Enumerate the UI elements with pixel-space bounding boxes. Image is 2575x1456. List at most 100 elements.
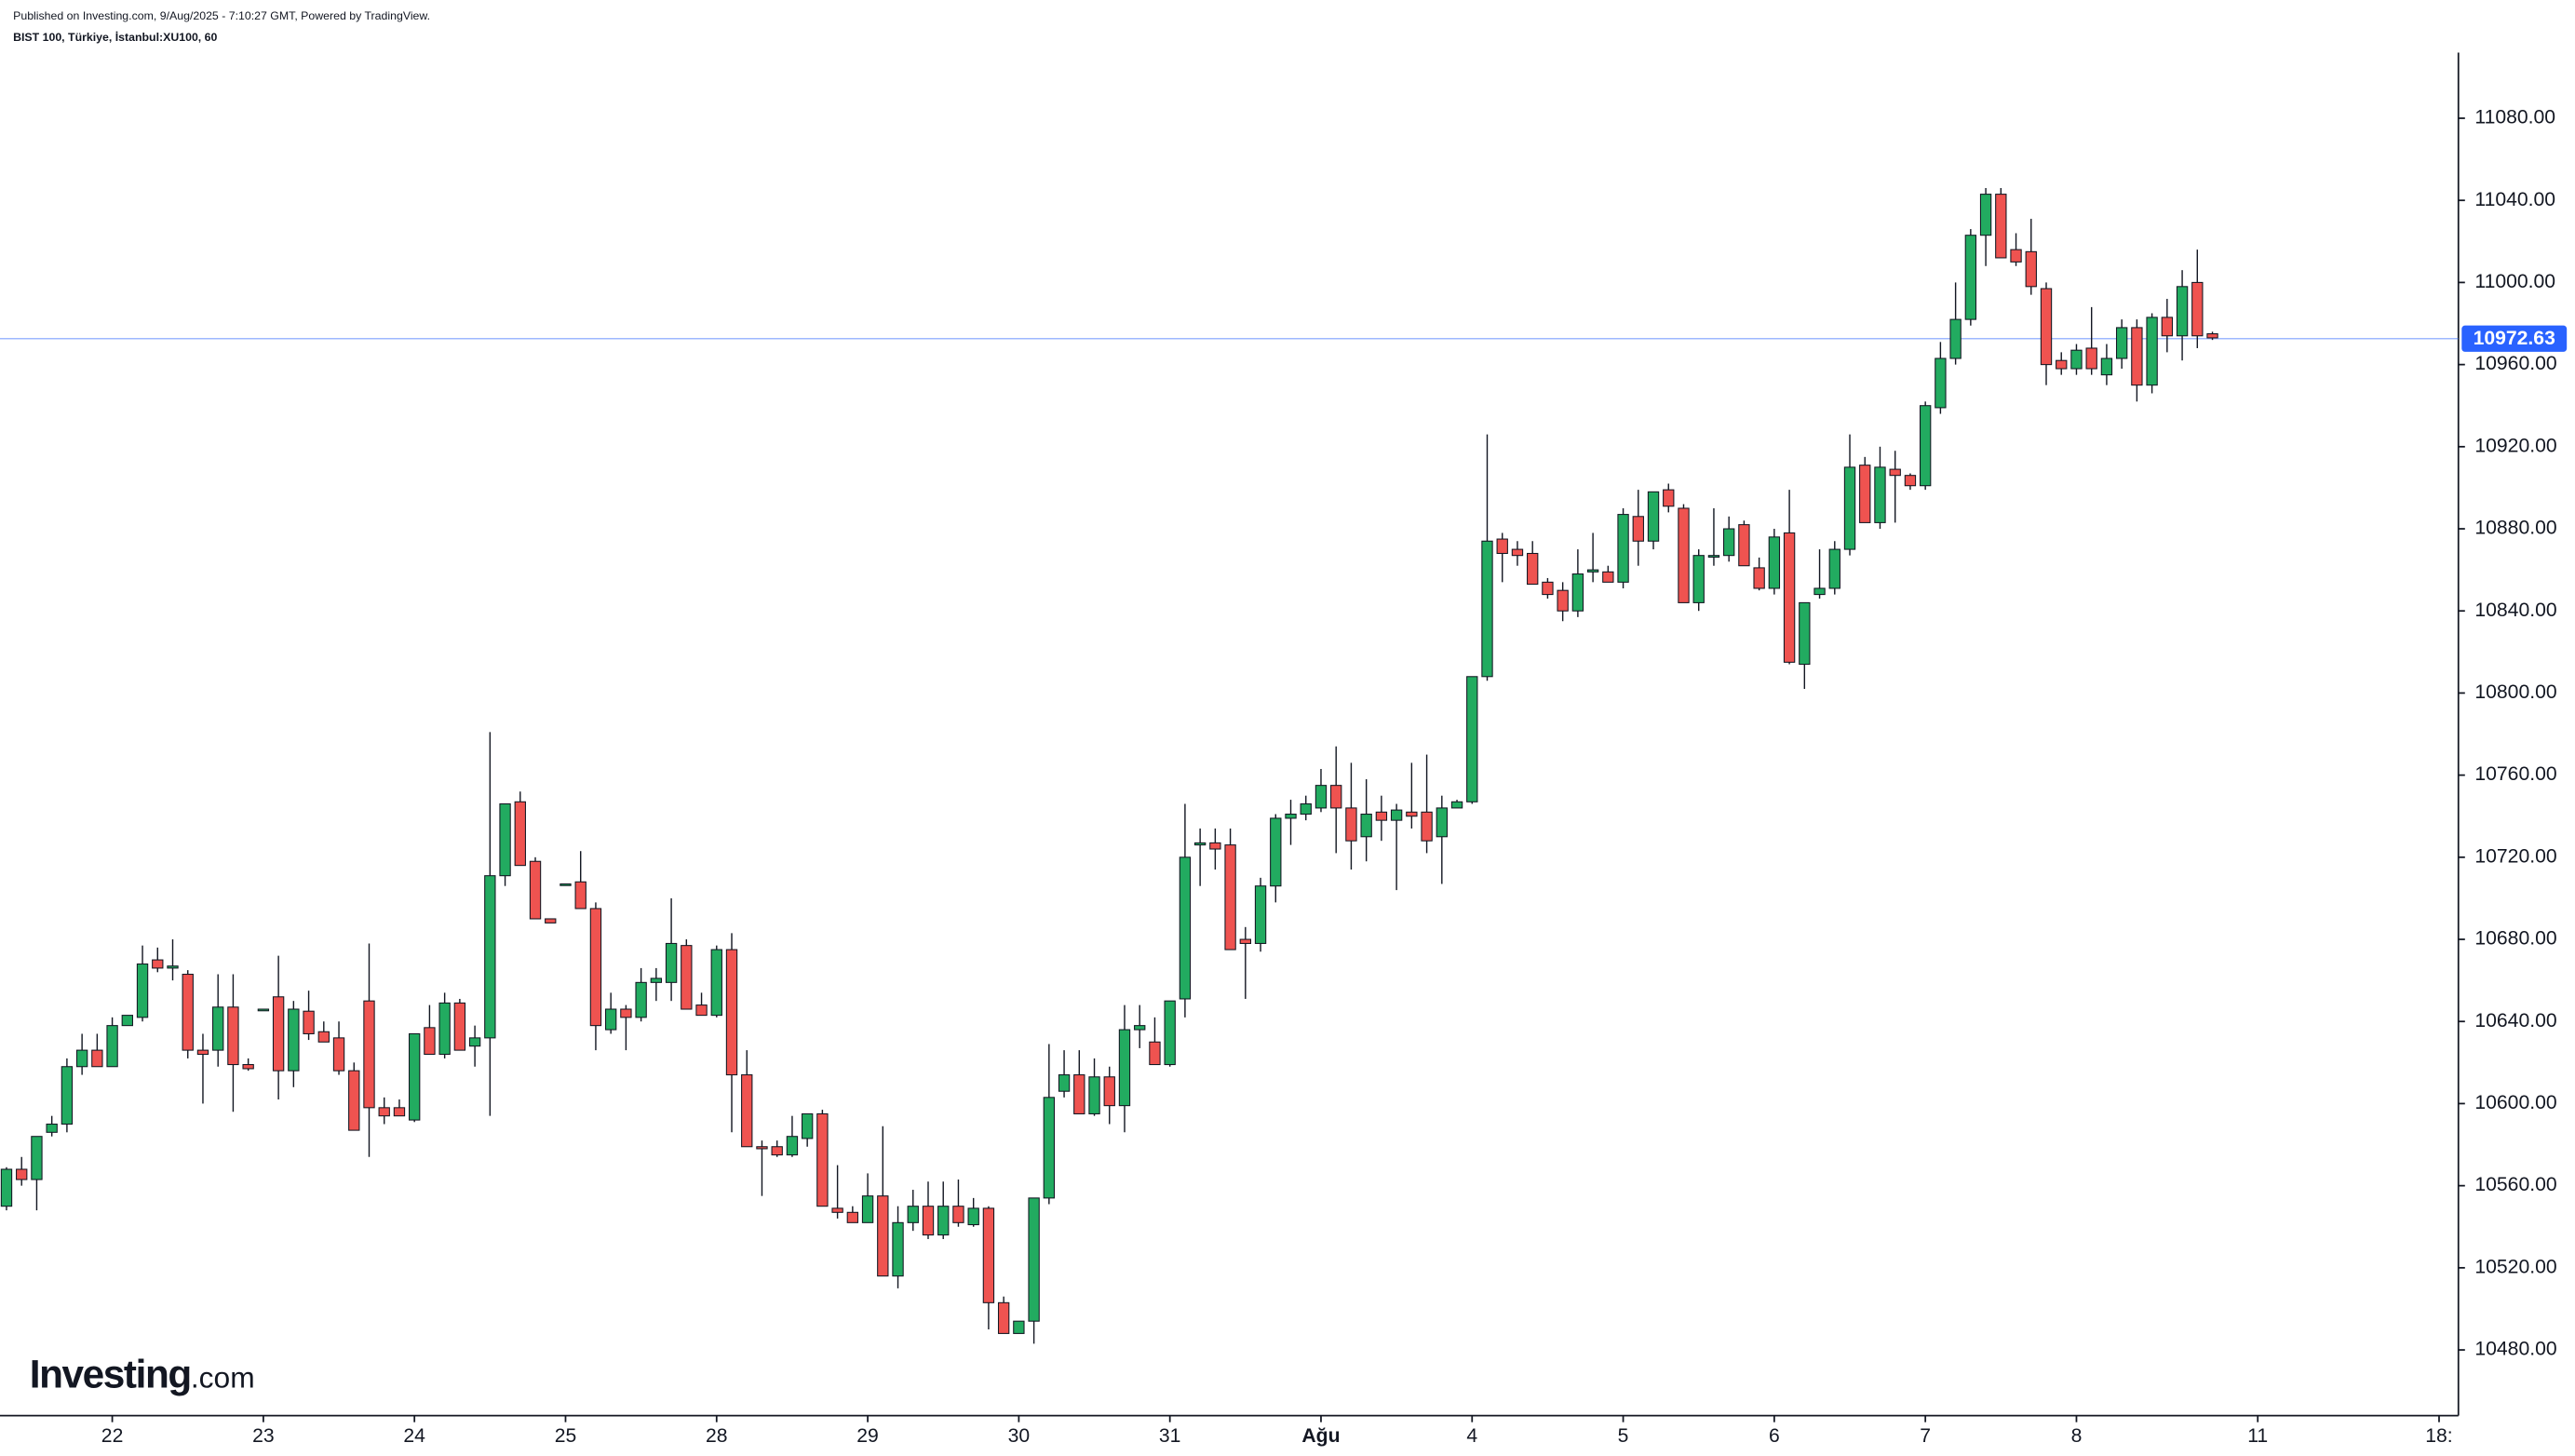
candle-body (332, 1037, 345, 1072)
x-tick-label: 31 (1159, 1425, 1181, 1447)
candle-body (1964, 235, 1977, 320)
candle-body (786, 1136, 799, 1156)
x-tick-label: 22 (101, 1425, 124, 1447)
candle-body (1783, 532, 1796, 663)
candle-body (1496, 538, 1508, 555)
y-tick-label: 10840.00 (2474, 600, 2556, 621)
y-tick-label: 10560.00 (2474, 1174, 2556, 1195)
candle-body (1632, 516, 1644, 542)
candle-body (559, 883, 572, 886)
candle-body (2056, 359, 2068, 370)
logo-suffix: .com (191, 1361, 255, 1395)
y-tick-label: 10920.00 (2474, 435, 2556, 456)
candle-body (468, 1037, 481, 1047)
candle-body (861, 1195, 874, 1223)
candle-body (182, 973, 194, 1051)
x-tick-label: 6 (1769, 1425, 1780, 1447)
candle-body (771, 1146, 783, 1156)
candle-body (967, 1207, 979, 1226)
candle-body (922, 1206, 935, 1236)
candle-body (2070, 349, 2083, 370)
candle-body (1768, 536, 1781, 589)
candle-body (892, 1221, 904, 1277)
candle-body (1164, 1000, 1176, 1066)
x-tick-label: 4 (1466, 1425, 1477, 1447)
candle-body (438, 1002, 451, 1056)
candle-body (1043, 1097, 1056, 1199)
candle-body (1571, 573, 1584, 612)
candle-body (16, 1168, 28, 1180)
candle-body (152, 959, 164, 969)
candle-body (937, 1206, 950, 1236)
candle-body (604, 1008, 617, 1031)
candle-body (91, 1049, 103, 1068)
candle-body (1511, 548, 1524, 557)
x-tick-label: 29 (856, 1425, 879, 1447)
candle-body (1874, 466, 1886, 523)
candle-body (1557, 589, 1569, 612)
candle-body (242, 1064, 254, 1070)
x-tick-label: 8 (2071, 1425, 2083, 1447)
candle-body (529, 860, 542, 920)
candle-body (952, 1206, 964, 1223)
y-tick-label: 11040.00 (2474, 189, 2555, 210)
candle-body (1224, 844, 1236, 950)
candle-body (303, 1010, 315, 1034)
candle-body (801, 1112, 814, 1139)
candle-body (1421, 811, 1433, 842)
candle-body (725, 949, 738, 1076)
candle-body (1799, 601, 1811, 666)
candle-body (409, 1032, 421, 1121)
candle-body (31, 1136, 43, 1180)
y-tick-label: 10720.00 (2474, 845, 2556, 867)
candle-body (1239, 938, 1251, 944)
last-price-label: 10972.63 (2474, 328, 2555, 349)
candle-body (1949, 318, 1962, 359)
candle-body (1314, 785, 1328, 809)
candle-body (1193, 842, 1207, 846)
candle-body (2025, 250, 2037, 288)
candle-body (196, 1049, 209, 1056)
candle-body (2131, 327, 2143, 386)
candle-body (136, 963, 149, 1018)
candle-body (665, 942, 678, 983)
candle-body (1285, 813, 1297, 819)
candle-body (2115, 327, 2128, 359)
candle-body (1179, 856, 1192, 1000)
candle-body (1406, 811, 1418, 817)
candle-body (997, 1301, 1010, 1334)
candle-body (907, 1206, 919, 1223)
x-tick-label: 28 (706, 1425, 728, 1447)
y-tick-label: 10520.00 (2474, 1256, 2556, 1277)
candle-body (1013, 1320, 1025, 1334)
candle-body (741, 1074, 753, 1148)
candle-body (1375, 811, 1388, 821)
candle-body (1103, 1076, 1115, 1107)
candle-body (1919, 405, 1932, 487)
candle-body (1073, 1074, 1085, 1114)
candle-body (1450, 801, 1463, 809)
candle-body (2010, 249, 2022, 263)
candle-body (1466, 676, 1478, 802)
candle-body (1904, 475, 1917, 487)
candle-body (756, 1146, 768, 1150)
x-tick-label: 25 (555, 1425, 577, 1447)
candle-body (348, 1070, 360, 1131)
candle-body (393, 1107, 406, 1117)
last-price-tag (2461, 325, 2568, 352)
candle-body (545, 918, 557, 923)
candle-body (2161, 317, 2174, 337)
candle-body (1330, 785, 1342, 809)
candle-body (1889, 468, 1901, 477)
candle-body (272, 996, 285, 1072)
candle-body (877, 1195, 889, 1277)
candle-body (589, 908, 602, 1027)
candle-body (1134, 1025, 1146, 1031)
candle-body (363, 1000, 375, 1109)
candle-body (1738, 524, 1750, 567)
candle-body (2085, 347, 2097, 370)
candle-body (1602, 571, 1614, 583)
y-tick-label: 11000.00 (2474, 271, 2555, 292)
x-tick-label: 24 (403, 1425, 425, 1447)
y-tick-label: 10680.00 (2474, 928, 2556, 950)
